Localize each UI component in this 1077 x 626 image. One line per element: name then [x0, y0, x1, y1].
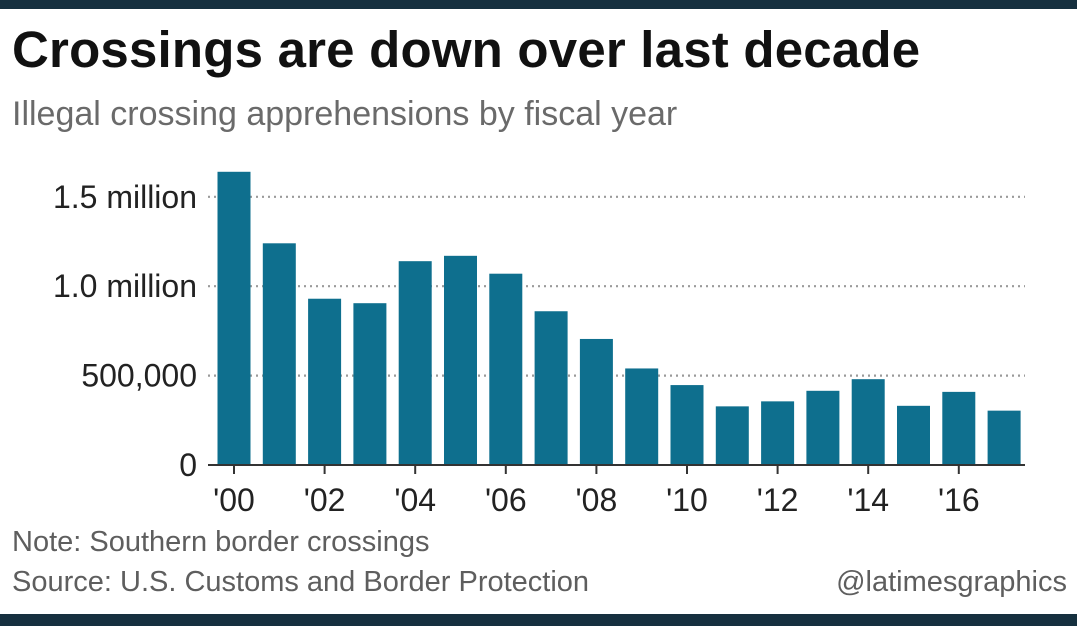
bar-2014	[851, 379, 885, 465]
bar-2009	[625, 368, 659, 465]
bar-2016	[942, 391, 976, 465]
chart-title: Crossings are down over last decade	[12, 21, 921, 78]
bar-2003	[353, 303, 387, 465]
bar-2017	[987, 410, 1021, 465]
x-tick-label: '10	[666, 482, 708, 518]
bar-2001	[262, 243, 296, 465]
bar-2010	[670, 385, 704, 465]
chart-subtitle: Illegal crossing apprehensions by fiscal…	[12, 95, 678, 133]
x-tick-label: '12	[757, 482, 799, 518]
y-tick-label: 0	[179, 447, 197, 483]
x-tick-label: '14	[847, 482, 889, 518]
y-axis-tick-labels: 0 500,000 1.0 million 1.5 million	[53, 179, 197, 483]
top-frame-bar	[0, 0, 1077, 9]
bar-2012	[761, 401, 795, 465]
y-tick-label: 500,000	[81, 358, 197, 394]
y-tick-label: 1.0 million	[53, 268, 197, 304]
x-axis-tick-labels: '00 '02 '04 '06 '08 '10 '12 '14 '16	[213, 482, 980, 518]
bar-2011	[715, 406, 749, 465]
bar-2004	[398, 261, 432, 465]
bar-2015	[897, 405, 930, 465]
y-tick-label: 1.5 million	[53, 179, 197, 215]
bar-2008	[579, 338, 613, 465]
bar-2000	[217, 171, 251, 465]
chart-source: Source: U.S. Customs and Border Protecti…	[12, 566, 590, 598]
x-tick-label: '04	[394, 482, 436, 518]
x-tick-label: '02	[304, 482, 346, 518]
x-tick-label: '06	[485, 482, 527, 518]
x-tick-label: '16	[938, 482, 980, 518]
bar-chart: 0 500,000 1.0 million 1.5 million '00 '02 '04…	[53, 171, 1025, 518]
gridlines	[208, 195, 1025, 377]
bar-2005	[444, 255, 477, 465]
chart-note: Note: Southern border crossings	[12, 526, 430, 558]
bar-2013	[806, 390, 840, 465]
x-tick-label: '00	[213, 482, 255, 518]
chart-credit: @latimesgraphics	[836, 566, 1067, 598]
bars	[217, 171, 1021, 465]
x-axis	[208, 464, 1025, 474]
bar-2006	[489, 273, 523, 465]
bar-2007	[534, 311, 568, 465]
bar-2002	[308, 298, 342, 465]
x-tick-label: '08	[576, 482, 618, 518]
bottom-frame-bar	[0, 614, 1077, 626]
